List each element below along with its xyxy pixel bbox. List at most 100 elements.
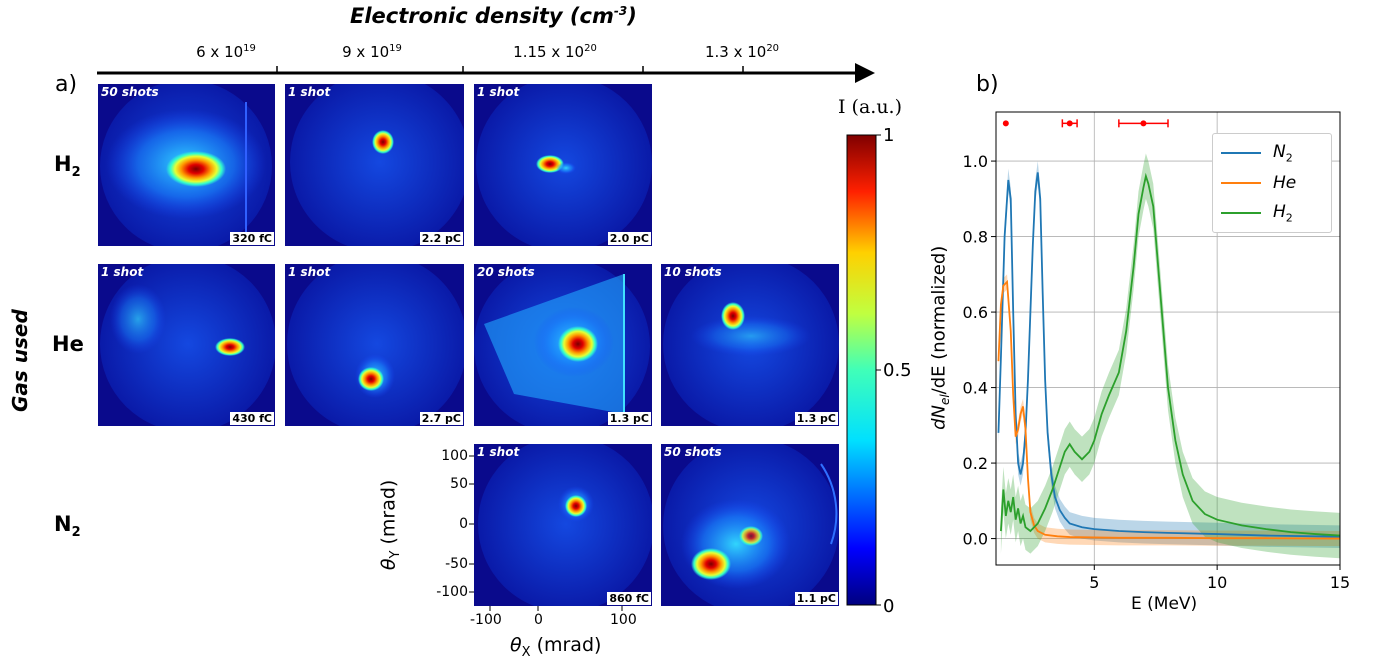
x-tick-label: 10: [1207, 573, 1227, 592]
error-point-1: [1066, 120, 1073, 127]
legend-n2-sub: 2: [1285, 151, 1293, 165]
legend-swatch-he: [1221, 182, 1261, 184]
charge-label: 1.3 pC: [607, 412, 651, 425]
beam-image-h2-6e19: 50 shots 320 fC: [98, 84, 275, 246]
density-arrow: [97, 63, 875, 83]
gas-axis-label: Gas used: [8, 309, 32, 412]
density-label-2-base: 9 x 10: [342, 43, 390, 61]
beam-image-he-9e19: 1 shot 2.7 pC: [285, 264, 464, 426]
legend-label-he: He: [1273, 173, 1297, 193]
beam-image-h2-9e19: 1 shot 2.2 pC: [285, 84, 464, 246]
spectrum-chart: 5 10 15 0.0 0.2 0.4 0.6 0.8 1.0: [963, 111, 1350, 592]
colorbar-tick-label-1: 1: [883, 125, 895, 146]
density-label-1-exp: 19: [243, 43, 256, 54]
colorbar: [846, 134, 881, 606]
gas-row-n2-sub: 2: [71, 525, 81, 541]
panel-a-letter: a): [55, 72, 78, 97]
density-label-4: 1.3 x 1020: [705, 43, 779, 61]
beam-image-n2-13e20: 50 shots 1.1 pC: [661, 444, 839, 606]
legend-label-n2: N2: [1273, 142, 1293, 164]
theta-y-symbol: θ: [377, 558, 400, 571]
colorbar-tick-label-05: 0.5: [883, 360, 912, 381]
shots-label: 10 shots: [664, 265, 722, 279]
theta-y-sub: Y: [388, 550, 404, 559]
gas-row-h2-symbol: H: [54, 152, 72, 176]
legend: N2 He H2: [1212, 133, 1332, 233]
beam-image-he-13e20: 10 shots 1.3 pC: [661, 264, 839, 426]
density-label-3: 1.15 x 1020: [513, 43, 597, 61]
legend-item-he: He: [1221, 171, 1296, 195]
theta-axes: [469, 455, 623, 611]
gas-row-he-symbol: He: [52, 332, 84, 356]
legend-swatch-n2: [1221, 152, 1261, 154]
spectrum-y-axis-title: dNel/dE (normalized): [928, 246, 952, 430]
charge-label: 1.1 pC: [794, 592, 838, 605]
charge-label: 2.7 pC: [419, 412, 463, 425]
theta-y-tick-100: 100: [441, 448, 468, 464]
density-label-3-base: 1.15 x 10: [513, 43, 585, 61]
error-point-2: [1140, 120, 1147, 127]
charge-label: 320 fC: [230, 232, 274, 245]
theta-y-tick-50: 50: [450, 476, 468, 492]
charge-label: 2.2 pC: [419, 232, 463, 245]
beam-image-he-115e20: 20 shots 1.3 pC: [474, 264, 652, 426]
plot-frame: [995, 111, 1341, 566]
series-band-2: [1000, 153, 1340, 559]
y-tick-label: 1.0: [963, 152, 988, 171]
theta-y-unit: (mrad): [377, 479, 400, 551]
theta-y-tick-minus50: -50: [445, 556, 468, 572]
charge-label: 1.3 pC: [794, 412, 838, 425]
y-label-end: /dE (normalized): [928, 245, 950, 395]
density-label-2-exp: 19: [389, 43, 402, 54]
gas-row-n2-symbol: N: [54, 512, 72, 536]
density-label-3-exp: 20: [584, 43, 597, 54]
beam-image-n2-115e20: 1 shot 860 fC: [474, 444, 652, 606]
shots-label: 1 shot: [288, 265, 331, 279]
legend-n2-name: N: [1273, 141, 1286, 162]
beam-image-h2-115e20: 1 shot 2.0 pC: [474, 84, 652, 246]
density-axis-title: Electronic density (cm-3): [350, 4, 637, 28]
density-axis-title-text: Electronic density (cm: [350, 4, 614, 28]
density-arrow-head: [855, 63, 875, 83]
legend-item-h2: H2: [1221, 201, 1293, 225]
colorbar-label: I (a.u.): [838, 96, 903, 118]
theta-x-symbol: θ: [510, 634, 522, 656]
shots-label: 1 shot: [477, 445, 520, 459]
shots-label: 1 shot: [101, 265, 144, 279]
series-line-2: [1000, 172, 1341, 537]
theta-x-unit: (mrad): [530, 634, 602, 656]
legend-h2-name: H: [1273, 201, 1286, 222]
theta-x-tick-100: 100: [610, 612, 637, 628]
panel-b-letter: b): [976, 72, 999, 97]
gas-row-h2-sub: 2: [71, 165, 81, 181]
shots-label: 50 shots: [664, 445, 722, 459]
density-axis-title-end: ): [627, 4, 637, 28]
charge-label: 2.0 pC: [607, 232, 651, 245]
legend-label-h2: H2: [1273, 202, 1293, 224]
density-label-1: 6 x 1019: [196, 43, 256, 61]
series-line-0: [997, 172, 1341, 538]
x-tick-label: 15: [1330, 573, 1350, 592]
y-label-sub: el: [937, 394, 952, 406]
density-label-4-exp: 20: [766, 43, 780, 54]
theta-y-tick-minus100: -100: [436, 584, 468, 600]
shots-label: 1 shot: [288, 85, 331, 99]
density-label-2: 9 x 1019: [342, 43, 402, 61]
gas-row-h2: H2: [54, 152, 81, 180]
y-tick-label: 0.2: [963, 454, 988, 473]
error-point-0: [1002, 120, 1009, 127]
legend-swatch-h2: [1221, 212, 1261, 214]
shots-label: 1 shot: [477, 85, 520, 99]
x-tick-label: 5: [1089, 573, 1099, 592]
spectrum-x-axis-title: E (MeV): [1131, 594, 1198, 614]
density-label-4-base: 1.3 x 10: [704, 43, 767, 61]
legend-item-n2: N2: [1221, 141, 1293, 165]
y-tick-label: 0.0: [963, 530, 988, 549]
colorbar-tick-label-0: 0: [883, 596, 895, 617]
density-label-1-base: 6 x 10: [196, 43, 244, 61]
theta-x-axis-title: θX (mrad): [510, 634, 601, 660]
gas-row-n2: N2: [54, 512, 81, 540]
theta-x-sub: X: [521, 644, 531, 660]
theta-y-axis-title: θY (mrad): [377, 480, 403, 570]
shots-label: 20 shots: [477, 265, 535, 279]
